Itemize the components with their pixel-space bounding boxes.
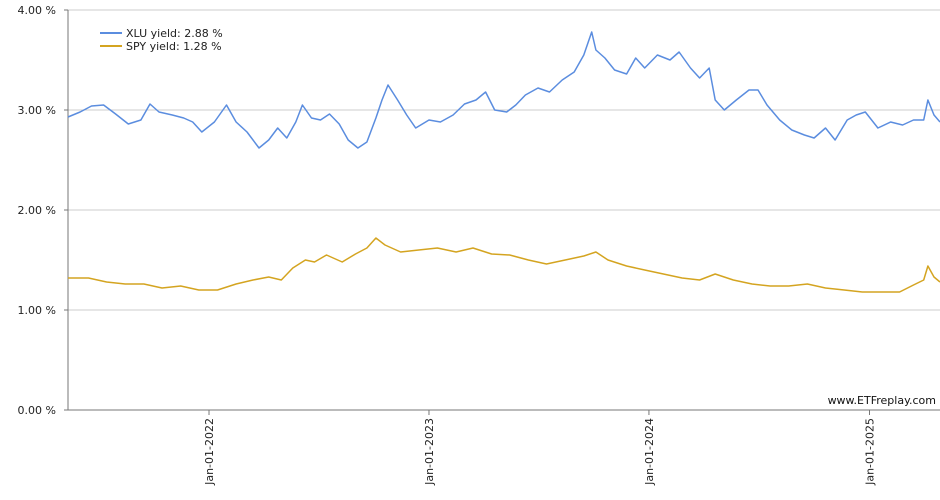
legend-label-xlu: XLU yield: 2.88 % <box>126 27 223 40</box>
x-tick-label-3: Jan-01-2025 <box>863 418 876 486</box>
y-axis-ticks: 0.00 % 1.00 % 2.00 % 3.00 % 4.00 % <box>18 4 68 417</box>
x-tick-label-2: Jan-01-2024 <box>643 418 656 486</box>
x-tick-label-1: Jan-01-2023 <box>423 418 436 486</box>
axes <box>67 10 940 411</box>
series-lines <box>67 31 940 293</box>
y-tick-label-1: 1.00 % <box>18 304 56 317</box>
series-line-0 <box>67 31 940 149</box>
legend: XLU yield: 2.88 % SPY yield: 1.28 % <box>100 27 223 53</box>
legend-label-spy: SPY yield: 1.28 % <box>126 40 222 53</box>
y-tick-label-4: 4.00 % <box>18 4 56 17</box>
x-tick-label-0: Jan-01-2022 <box>203 418 216 486</box>
series-line-1 <box>68 237 940 293</box>
watermark: www.ETFreplay.com <box>828 394 936 407</box>
y-tick-label-2: 2.00 % <box>18 204 56 217</box>
y-tick-label-3: 3.00 % <box>18 104 56 117</box>
gridlines <box>68 9 940 311</box>
x-axis-ticks: Jan-01-2022 Jan-01-2023 Jan-01-2024 Jan-01-… <box>203 410 876 486</box>
y-tick-label-0: 0.00 % <box>18 404 56 417</box>
